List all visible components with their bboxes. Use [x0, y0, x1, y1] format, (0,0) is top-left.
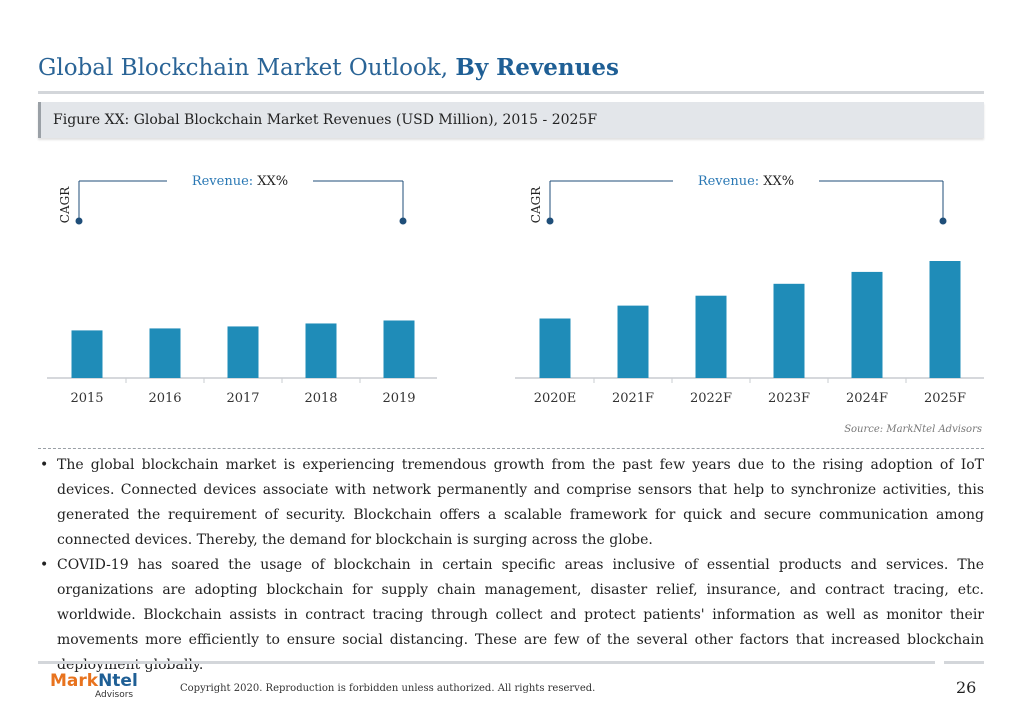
cagr-vertical-label: CAGR — [58, 186, 72, 223]
bar-2016 — [149, 328, 181, 378]
x-tick-label: 2016 — [148, 391, 181, 406]
title-divider — [38, 91, 984, 94]
figure-caption-box: Figure XX: Global Blockchain Market Reve… — [38, 102, 984, 138]
logo-subtitle: Advisors — [95, 690, 134, 700]
cagr-bracket-dot — [939, 217, 947, 225]
footer-divider — [38, 661, 935, 664]
bar-2019 — [383, 320, 415, 378]
x-tick-label: 2022F — [690, 391, 732, 406]
x-tick-label: 2024F — [846, 391, 888, 406]
page-title-regular: Global Blockchain Market Outlook, — [38, 55, 456, 81]
bullet-item: • The global blockchain market is experi… — [38, 453, 984, 553]
revenue-bar-chart: 2015 2016 2017 2018 2019 2020E 2021F 2022F 2023F… — [47, 174, 984, 406]
bar-2015 — [71, 330, 103, 378]
x-tick-label: 2018 — [304, 391, 337, 406]
bar-2017 — [227, 326, 259, 378]
logo-wordmark: MarkNtel — [50, 672, 138, 690]
bar-2022F — [695, 295, 727, 378]
copyright-notice: Copyright 2020. Reproduction is forbidde… — [180, 683, 596, 694]
x-tick-label: 2023F — [768, 391, 810, 406]
logo-mark-text: Mark — [50, 671, 99, 691]
x-tick-label: 2017 — [226, 391, 259, 406]
logo-ntel-text: Ntel — [98, 671, 138, 691]
bullet-marker: • — [40, 557, 49, 573]
cagr-bracket-dot — [399, 217, 407, 225]
bar-2025F — [929, 261, 961, 378]
bullet-text: COVID-19 has soared the usage of blockch… — [57, 557, 984, 673]
source-note: Source: MarkNtel Advisors — [844, 424, 982, 435]
bullet-marker: • — [40, 457, 49, 473]
bar-2023F — [773, 283, 805, 378]
bullet-text: The global blockchain market is experien… — [57, 457, 984, 548]
page-title: Global Blockchain Market Outlook, By Rev… — [38, 54, 619, 81]
page-number: 26 — [956, 678, 977, 697]
dashed-divider — [38, 448, 984, 449]
figure-caption: Figure XX: Global Blockchain Market Reve… — [53, 112, 598, 128]
bar-2024F — [851, 271, 883, 378]
x-tick-label: 2021F — [612, 391, 654, 406]
cagr-bracket-dot — [75, 217, 83, 225]
bar-2018 — [305, 323, 337, 378]
bullet-item: • COVID-19 has soared the usage of block… — [38, 553, 984, 678]
cagr-bracket-dot — [546, 217, 554, 225]
marknte-logo: MarkNtel Advisors — [50, 672, 138, 700]
x-tick-label: 2015 — [70, 391, 103, 406]
cagr-revenue-label: Revenue: XX% — [698, 174, 794, 189]
bullet-list: • The global blockchain market is experi… — [38, 453, 984, 678]
cagr-revenue-label: Revenue: XX% — [192, 174, 288, 189]
x-tick-label: 2020E — [534, 391, 577, 406]
x-tick-label: 2019 — [382, 391, 415, 406]
bar-2021F — [617, 305, 649, 378]
x-tick-label: 2025F — [924, 391, 966, 406]
footer-divider-short — [944, 661, 984, 664]
page-title-bold: By Revenues — [455, 54, 619, 81]
cagr-vertical-label: CAGR — [529, 186, 543, 223]
bar-2020E — [539, 318, 571, 378]
